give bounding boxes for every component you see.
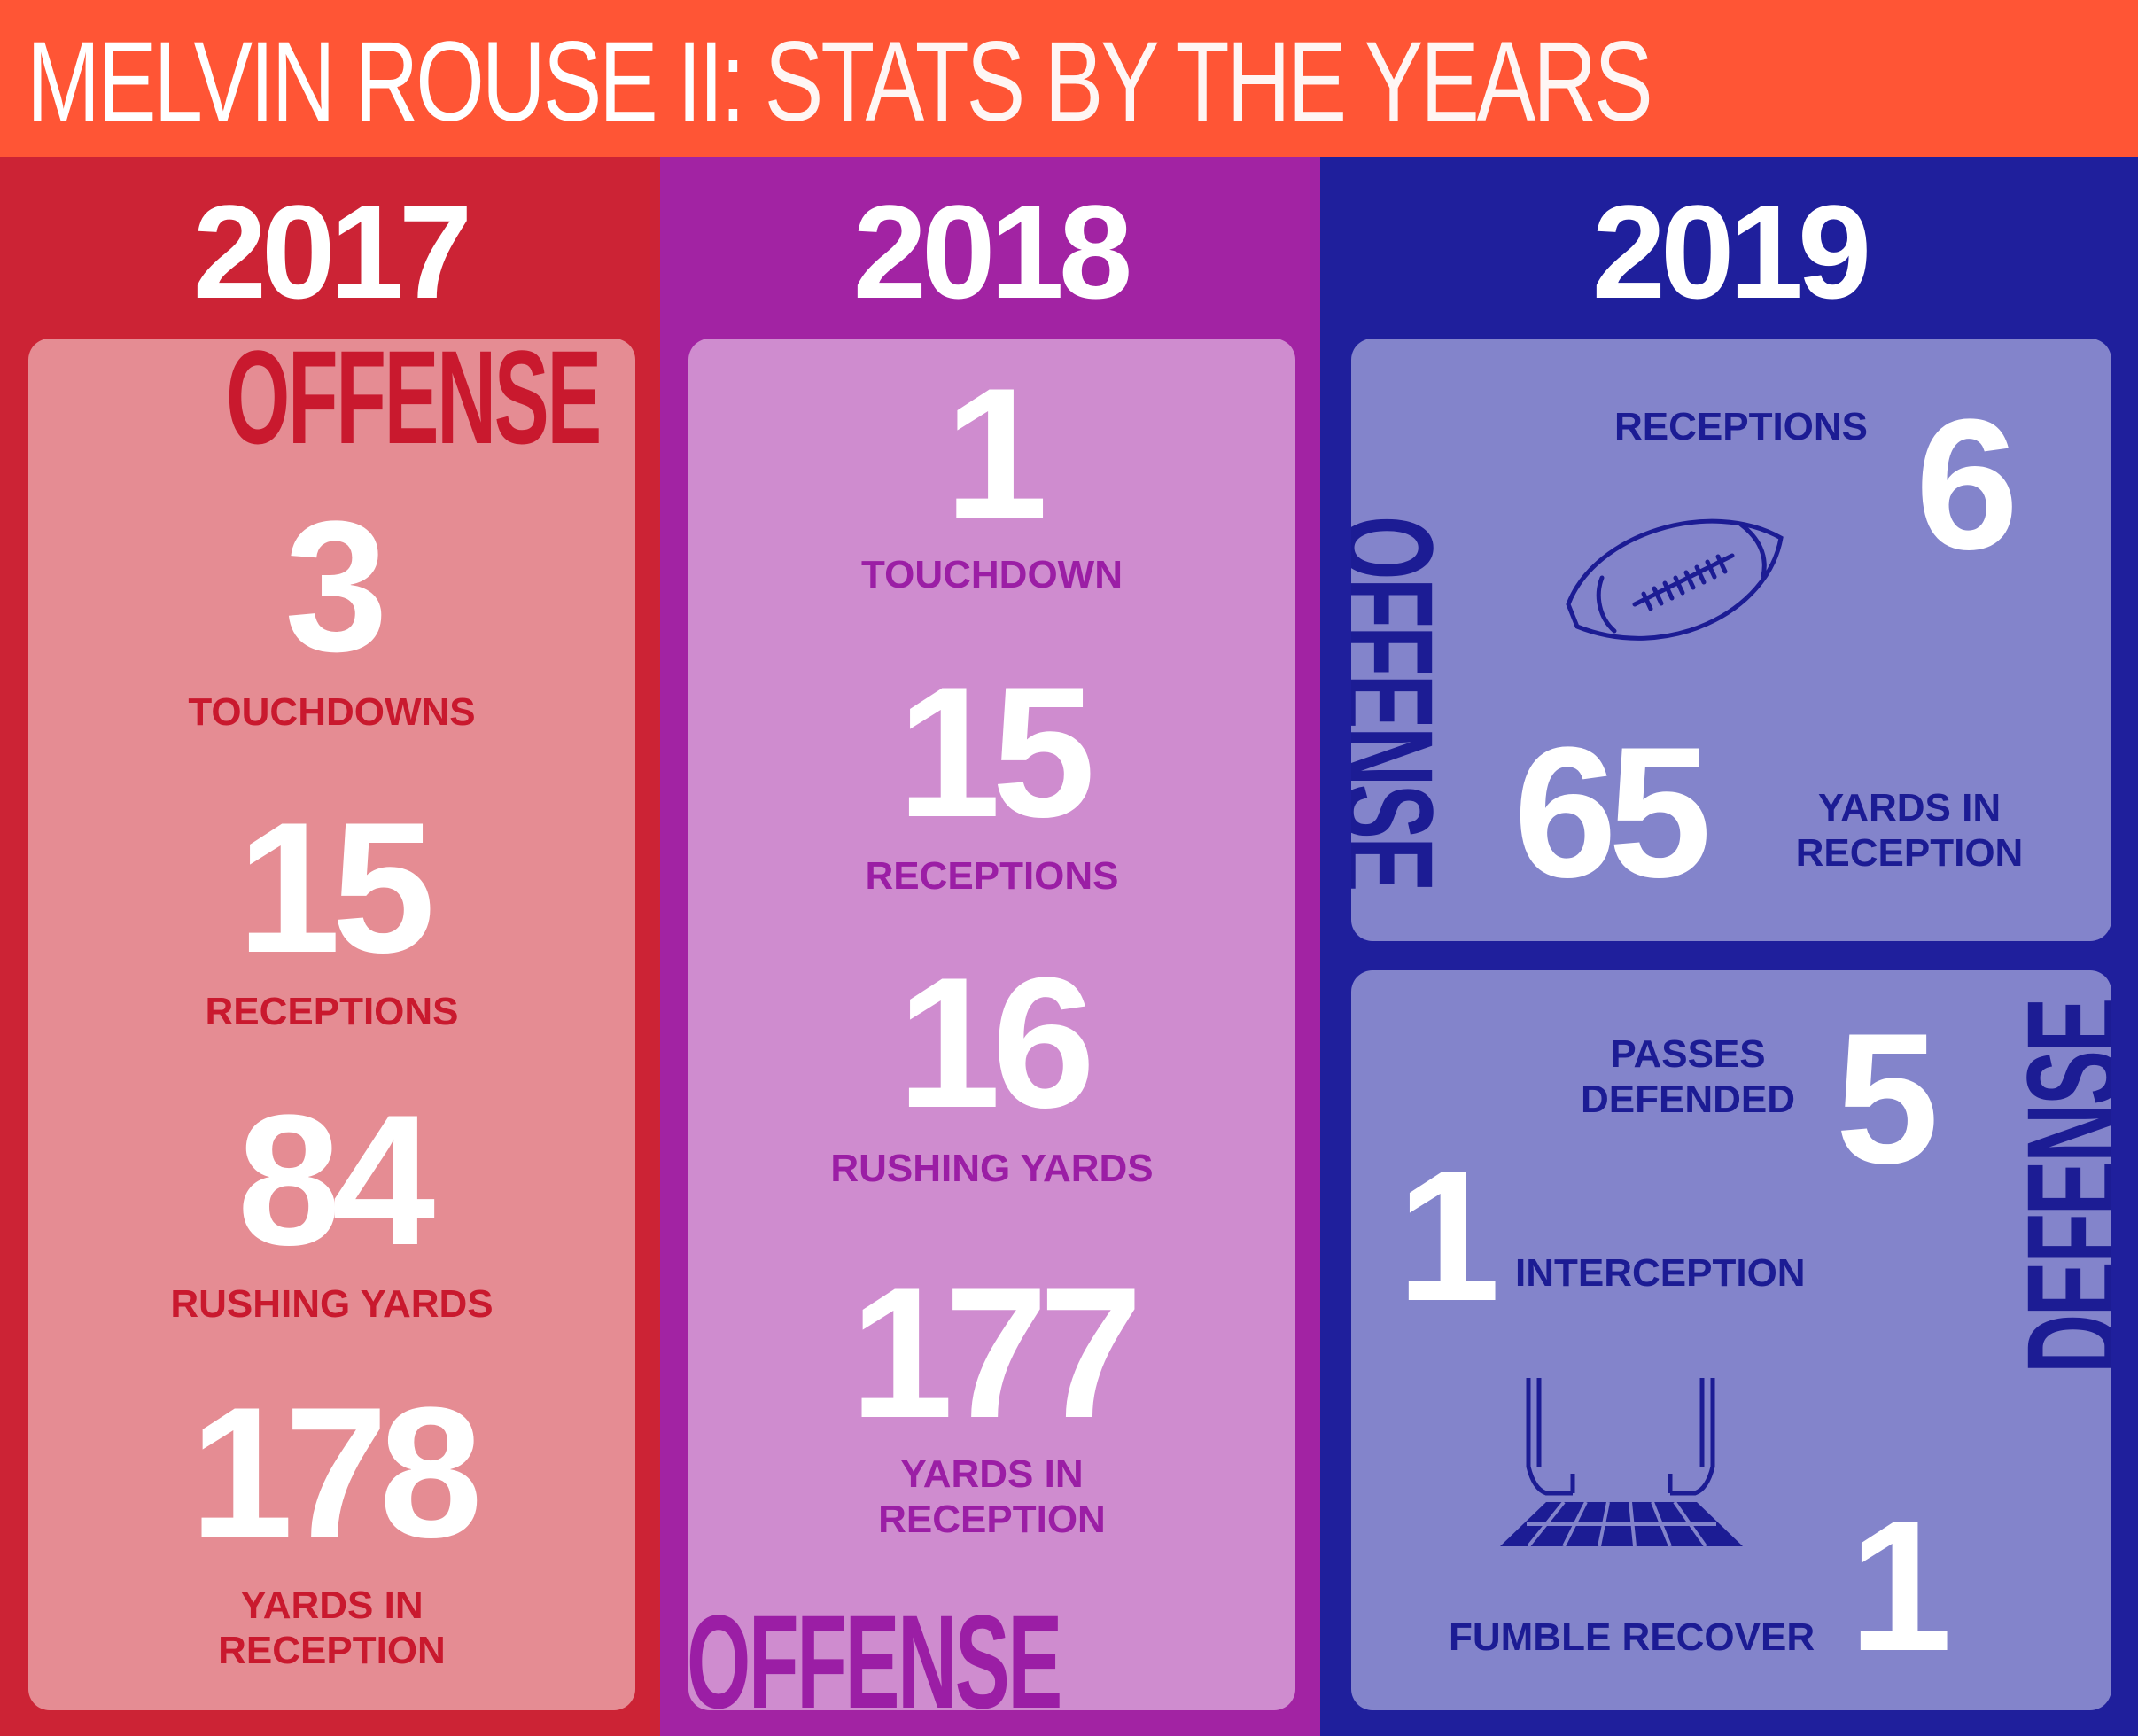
goalpost-icon xyxy=(1493,1369,1750,1555)
stat-label-yards-reception: YARDS IN RECEPTION xyxy=(28,1584,635,1673)
stat-value-receptions: 15 xyxy=(897,648,1096,856)
stat-label-line1: YARDS IN xyxy=(240,1584,424,1627)
stat-value-interception: 1 xyxy=(1396,1132,1501,1340)
stat-value-touchdown: 1 xyxy=(945,349,1048,557)
title-subtitle: STATS BY THE YEARS xyxy=(764,18,1653,145)
column-2017: 2017 3 TOUCHDOWNS 15 RECEPTIONS 84 RUSHI… xyxy=(0,157,660,1736)
stat-value-passes-defended: 5 xyxy=(1835,994,1940,1203)
stat-label-rushing-yards: RUSHING YARDS xyxy=(830,1147,1154,1190)
side-label-offense-2019: OFFENSE xyxy=(1351,516,1461,890)
stat-label-touchdown: TOUCHDOWN xyxy=(861,553,1123,596)
side-label-offense-2017: OFFENSE xyxy=(226,323,602,471)
football-icon xyxy=(1559,507,1790,658)
stat-value-yards-reception: 65 xyxy=(1513,708,1712,916)
column-2019: 2019 RECEPTIONS 6 xyxy=(1320,157,2138,1736)
panel-2017: 3 TOUCHDOWNS 15 RECEPTIONS 84 RUSHING YA… xyxy=(28,339,635,1710)
stat-value-yards-reception: 177 xyxy=(850,1249,1142,1457)
stat-label-receptions: RECEPTIONS xyxy=(205,990,459,1033)
stat-value-receptions: 15 xyxy=(237,783,436,992)
stat-value-receptions: 6 xyxy=(1915,380,2019,588)
stat-label-rushing-yards: RUSHING YARDS xyxy=(170,1282,494,1326)
stat-label-line1: YARDS IN xyxy=(1817,786,2002,829)
year-2019: 2019 xyxy=(1591,177,1872,326)
stat-value-rushing-yards: 16 xyxy=(897,938,1096,1147)
stat-value-rushing-yards: 84 xyxy=(237,1076,436,1284)
stat-label-line2: RECEPTION xyxy=(218,1628,446,1672)
stat-value-yards-reception: 178 xyxy=(190,1368,482,1576)
year-2017: 2017 xyxy=(192,177,473,326)
stat-label-line1: PASSES xyxy=(1610,1032,1766,1076)
stat-label-touchdowns: TOUCHDOWNS xyxy=(188,690,476,734)
stat-value-fumble-recover: 1 xyxy=(1848,1482,1953,1690)
stat-label-yards-reception: YARDS IN RECEPTION xyxy=(688,1452,1295,1542)
side-label-defense-2019: DEFENSE xyxy=(1999,1000,2111,1374)
stat-label-interception: INTERCEPTION xyxy=(1515,1251,1806,1295)
stat-label-line2: RECEPTION xyxy=(878,1497,1106,1541)
stat-value-touchdowns: 3 xyxy=(284,482,388,690)
stat-label-fumble-recover: FUMBLE RECOVER xyxy=(1449,1615,1815,1659)
stat-label-passes-defended: PASSES DEFENDED xyxy=(1555,1032,1821,1122)
stat-label-yards-reception: YARDS IN RECEPTION xyxy=(1776,786,2042,876)
stat-label-line2: RECEPTION xyxy=(1795,830,2024,875)
title-name: MELVIN ROUSE II: xyxy=(27,18,745,145)
stat-label-receptions: RECEPTIONS xyxy=(1613,405,1869,448)
panel-2019-defense: PASSES DEFENDED 5 1 INTERCEPTION xyxy=(1351,970,2111,1710)
stat-label-line2: DEFENDED xyxy=(1580,1077,1796,1121)
panel-2019-offense: RECEPTIONS 6 xyxy=(1351,339,2111,941)
side-label-offense-2018: OFFENSE xyxy=(687,1587,1062,1736)
header-banner: MELVIN ROUSE II: STATS BY THE YEARS xyxy=(0,0,2138,157)
stat-label-receptions: RECEPTIONS xyxy=(865,854,1119,898)
page-title: MELVIN ROUSE II: STATS BY THE YEARS xyxy=(27,25,1653,139)
column-2018: 2018 1 TOUCHDOWN 15 RECEPTIONS 16 RUSHIN… xyxy=(660,157,1320,1736)
panel-2018: 1 TOUCHDOWN 15 RECEPTIONS 16 RUSHING YAR… xyxy=(688,339,1295,1710)
year-2018: 2018 xyxy=(852,177,1133,326)
stat-label-line1: YARDS IN xyxy=(900,1452,1084,1496)
